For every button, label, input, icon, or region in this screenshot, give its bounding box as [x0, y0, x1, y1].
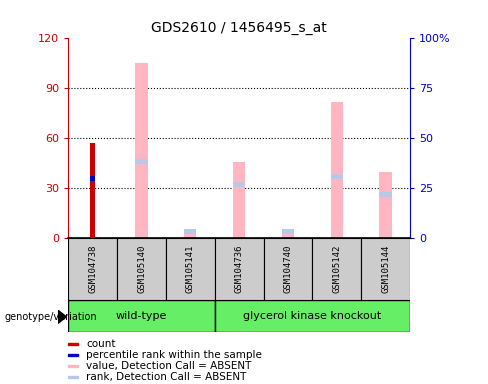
Bar: [215, 300, 410, 332]
Bar: [330, 174, 343, 179]
Title: GDS2610 / 1456495_s_at: GDS2610 / 1456495_s_at: [151, 21, 327, 35]
Bar: [68, 364, 79, 367]
Polygon shape: [58, 310, 66, 324]
Text: GSM105140: GSM105140: [137, 245, 146, 293]
Text: genotype/variation: genotype/variation: [5, 312, 98, 322]
Text: GSM105141: GSM105141: [186, 245, 195, 293]
Bar: [282, 229, 294, 234]
Text: GSM105144: GSM105144: [381, 245, 390, 293]
Text: rank, Detection Call = ABSENT: rank, Detection Call = ABSENT: [86, 372, 247, 382]
Bar: [264, 238, 312, 300]
Bar: [117, 238, 166, 300]
Bar: [312, 238, 361, 300]
Bar: [135, 63, 147, 238]
Text: GSM104738: GSM104738: [88, 245, 97, 293]
Text: GSM104740: GSM104740: [284, 245, 292, 293]
Bar: [90, 143, 95, 238]
Bar: [68, 300, 215, 332]
Bar: [90, 176, 95, 181]
Bar: [68, 354, 79, 356]
Text: percentile rank within the sample: percentile rank within the sample: [86, 350, 262, 360]
Bar: [233, 162, 245, 238]
Text: wild-type: wild-type: [116, 311, 167, 321]
Text: value, Detection Call = ABSENT: value, Detection Call = ABSENT: [86, 361, 252, 371]
Bar: [330, 102, 343, 238]
Bar: [68, 238, 117, 300]
Bar: [166, 238, 215, 300]
Bar: [233, 182, 245, 187]
Text: glycerol kinase knockout: glycerol kinase knockout: [243, 311, 382, 321]
Bar: [68, 376, 79, 377]
Bar: [184, 229, 196, 234]
Text: GSM105142: GSM105142: [332, 245, 341, 293]
Text: count: count: [86, 339, 116, 349]
Bar: [380, 172, 391, 238]
Bar: [68, 343, 79, 345]
Bar: [361, 238, 410, 300]
Text: GSM104736: GSM104736: [235, 245, 244, 293]
Bar: [184, 230, 196, 238]
Bar: [380, 192, 391, 197]
Bar: [215, 238, 264, 300]
Bar: [135, 159, 147, 164]
Bar: [282, 230, 294, 238]
